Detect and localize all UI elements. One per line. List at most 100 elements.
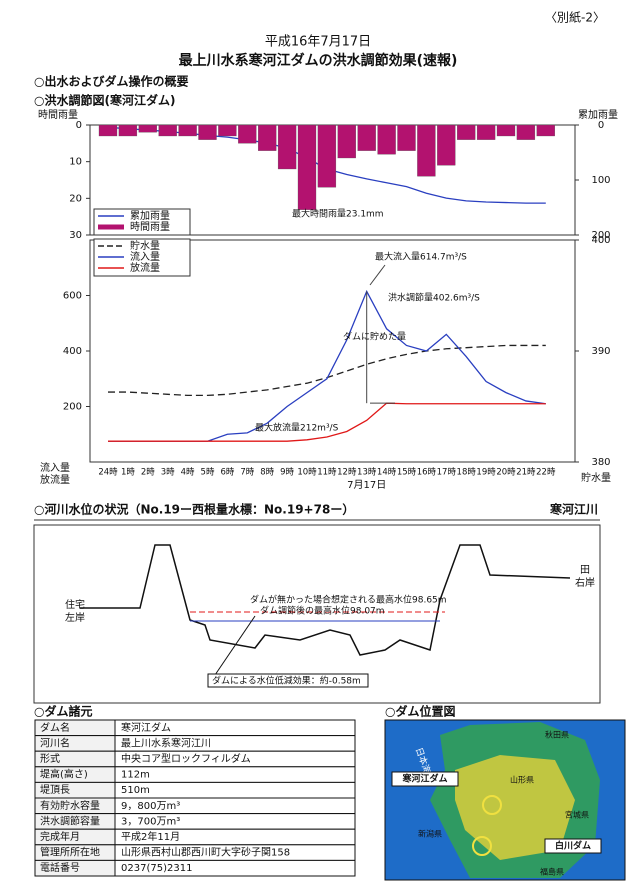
y-tick-label: 10 bbox=[69, 157, 82, 168]
x-tick-label: 4時 bbox=[181, 468, 195, 478]
bar bbox=[536, 124, 555, 137]
dam-label: 白川ダム bbox=[555, 840, 591, 852]
bar bbox=[218, 124, 237, 137]
table-key: 洪水調節容量 bbox=[40, 814, 100, 827]
doc-tag: 〈別紙-2〉 bbox=[545, 10, 605, 25]
bar bbox=[277, 124, 297, 170]
section-title: ○河川水位の状況（No.19ー西根量水標：No.19+78ー） bbox=[34, 502, 354, 517]
table-value: 最上川水系寒河江川 bbox=[121, 736, 211, 749]
table-key: 完成年月 bbox=[40, 830, 80, 843]
map-label: 山形県 bbox=[510, 775, 534, 785]
annotation: ダムに貯めた量 bbox=[343, 331, 406, 343]
x-tick-label: 12時 bbox=[337, 468, 357, 478]
bar bbox=[297, 124, 317, 210]
bank-label: 田 bbox=[580, 565, 590, 576]
annotation-box bbox=[207, 673, 369, 688]
cross-section bbox=[80, 544, 571, 656]
river-name: 寒河江川 bbox=[549, 502, 598, 517]
dam-label-box bbox=[391, 771, 459, 787]
bar bbox=[118, 124, 138, 137]
table-cell bbox=[114, 781, 356, 799]
section-title: ○ダム位置図 bbox=[385, 704, 455, 719]
bar bbox=[138, 124, 157, 133]
y-tick-label: 600 bbox=[63, 291, 82, 302]
bar bbox=[496, 124, 516, 137]
doc-date: 平成16年7月17日 bbox=[265, 35, 371, 50]
section-title: ○ダム諸元 bbox=[34, 704, 92, 719]
dam-marker bbox=[472, 836, 492, 856]
x-tick-label: 7時 bbox=[240, 468, 254, 478]
x-tick-label: 15時 bbox=[397, 468, 417, 478]
x-tick-label: 24時 bbox=[98, 468, 118, 478]
table-key: 有効貯水容量 bbox=[40, 799, 100, 812]
axis-title: 流入量 bbox=[40, 461, 70, 474]
y2-tick-label: 400 bbox=[591, 235, 610, 246]
axis-title: 時間雨量 bbox=[38, 109, 78, 121]
bar bbox=[397, 124, 416, 151]
x-tick-label: 6時 bbox=[220, 468, 234, 478]
y-tick-label: 20 bbox=[69, 193, 82, 204]
x-tick-label: 2時 bbox=[141, 468, 155, 478]
x-tick-label: 21時 bbox=[516, 468, 536, 478]
table-value: 3，700万m³ bbox=[121, 816, 180, 827]
section-title: ○洪水調節図(寒河江ダム) bbox=[34, 93, 175, 108]
annotation: ダム調節後の最高水位98.07m bbox=[260, 605, 385, 617]
bar bbox=[337, 124, 356, 159]
annotation: 最大放流量212m³/S bbox=[255, 422, 339, 434]
series-line bbox=[108, 402, 546, 442]
x-tick-label: 18時 bbox=[457, 468, 477, 478]
x-tick-label: 14時 bbox=[377, 468, 397, 478]
map-label: 福島県 bbox=[540, 867, 564, 877]
axis-title: 累加雨量 bbox=[578, 109, 618, 121]
bar bbox=[258, 124, 277, 151]
map-label: 秋田県 bbox=[545, 730, 569, 740]
x-tick-label: 9時 bbox=[280, 468, 294, 478]
bar bbox=[417, 124, 436, 177]
table-cell bbox=[114, 859, 356, 877]
bank-label: 住宅 bbox=[65, 598, 85, 611]
map-prefecture bbox=[455, 755, 575, 860]
table-value: 寒河江ダム bbox=[121, 721, 171, 734]
x-tick-label: 16時 bbox=[417, 468, 437, 478]
bar bbox=[317, 124, 337, 188]
bar bbox=[158, 124, 177, 137]
section-frame bbox=[33, 524, 601, 704]
x-tick-label: 17時 bbox=[437, 468, 457, 478]
table-key: 管理所所在地 bbox=[40, 846, 100, 859]
bar bbox=[198, 124, 217, 140]
x-tick-label: 1時 bbox=[121, 468, 135, 478]
x-tick-label: 22時 bbox=[536, 468, 556, 478]
bank-label: 右岸 bbox=[575, 576, 595, 589]
legend-label: 時間雨量 bbox=[130, 221, 170, 233]
legend-box bbox=[93, 208, 191, 236]
series-line bbox=[108, 289, 546, 442]
bar bbox=[357, 124, 376, 151]
annotation: 最大流入量614.7m³/S bbox=[375, 251, 467, 263]
table-key: 堤頂長 bbox=[40, 784, 70, 796]
y-tick-label: 30 bbox=[69, 230, 82, 241]
x-tick-label: 3時 bbox=[161, 468, 175, 478]
y2-tick-label: 0 bbox=[598, 120, 604, 131]
y2-tick-label: 200 bbox=[591, 230, 610, 241]
table-key: 形式 bbox=[40, 752, 60, 765]
map-label: 新潟県 bbox=[418, 829, 442, 839]
annotation: ダムが無かった場合想定される最高水位98.65m bbox=[250, 594, 447, 606]
x-tick-label: 11時 bbox=[317, 468, 337, 478]
legend-label: 累加雨量 bbox=[130, 210, 170, 222]
bar bbox=[238, 124, 257, 144]
table-value: 山形県西村山郡西川町大字砂子関158 bbox=[121, 846, 290, 859]
y-tick-label: 200 bbox=[63, 402, 82, 413]
table-cell bbox=[114, 766, 356, 783]
y2-tick-label: 390 bbox=[591, 346, 610, 357]
table-key: 堤高(高さ) bbox=[40, 768, 88, 781]
bar bbox=[377, 124, 396, 155]
table-value: 9，800万m³ bbox=[121, 801, 180, 812]
table-value: 中央コア型ロックフィルダム bbox=[121, 752, 251, 765]
leader bbox=[369, 264, 386, 286]
bar bbox=[457, 124, 476, 140]
map-label: 宮城県 bbox=[565, 810, 589, 820]
bar bbox=[437, 124, 456, 166]
bar bbox=[98, 124, 118, 137]
